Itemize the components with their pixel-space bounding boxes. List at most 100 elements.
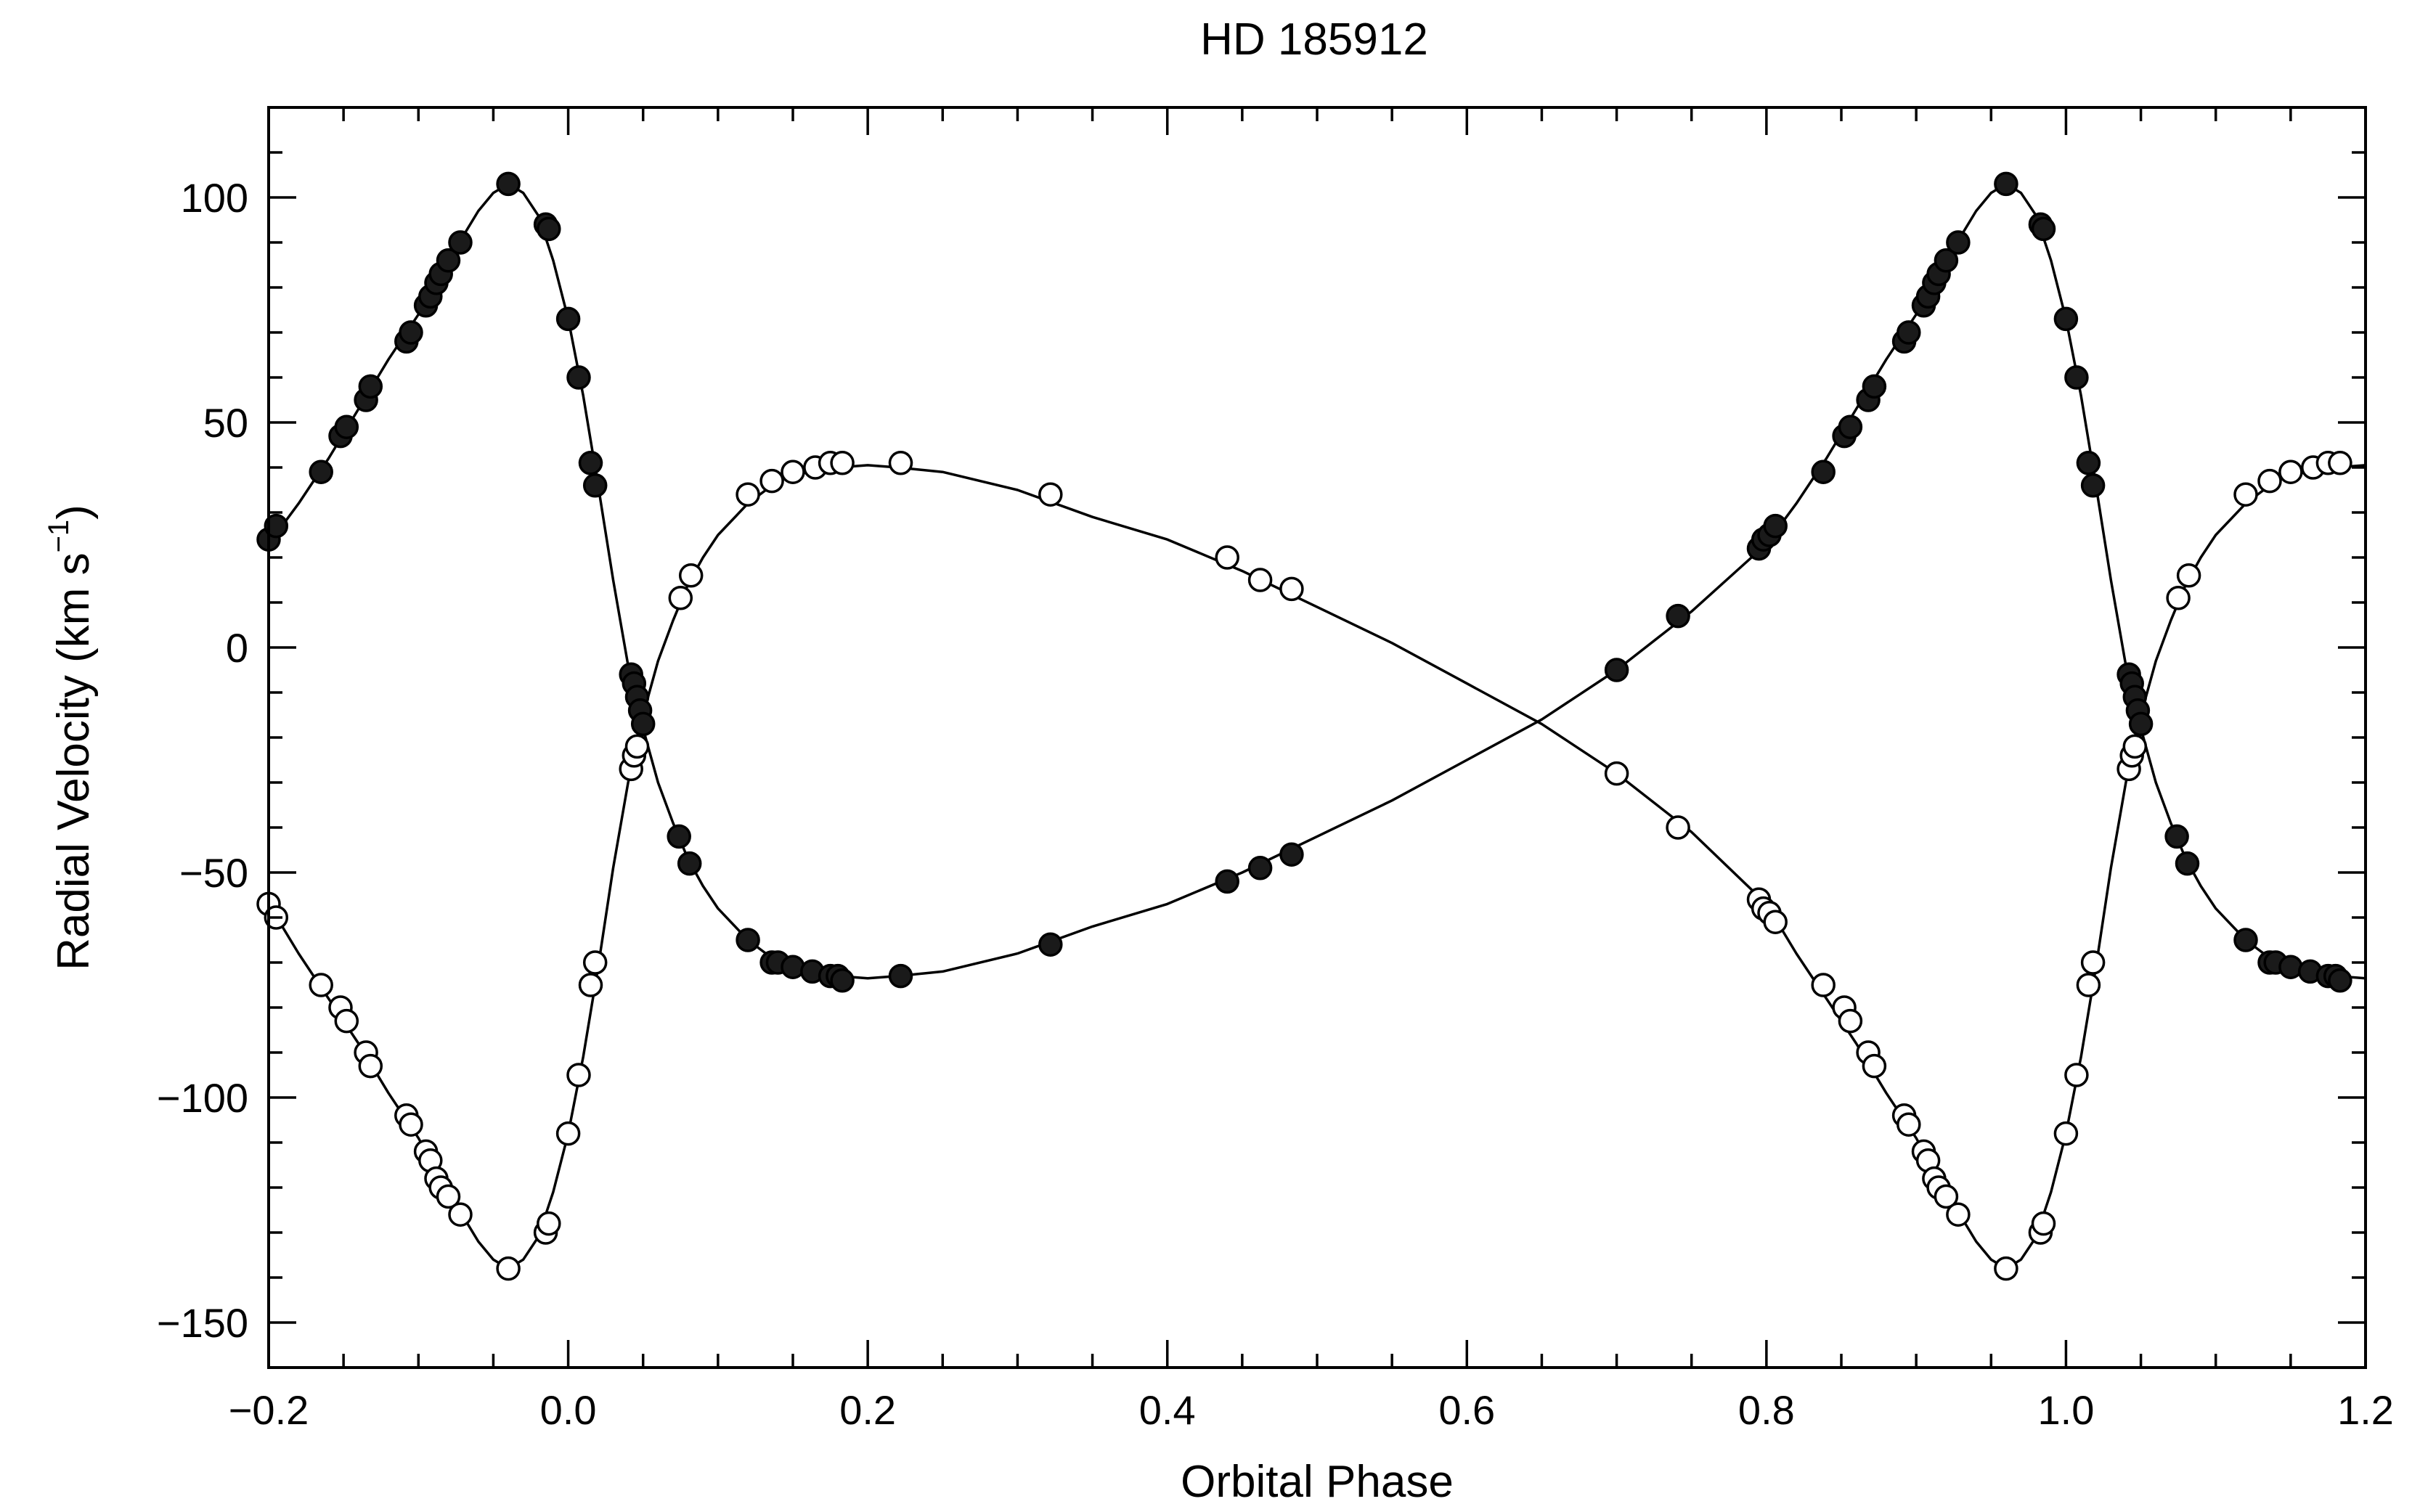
filled-point-15 bbox=[448, 230, 473, 255]
open-point-57 bbox=[1946, 1202, 1971, 1227]
open-point-25 bbox=[624, 734, 650, 759]
fit-curves bbox=[267, 182, 2366, 1270]
x-tick-label: 0.0 bbox=[540, 1387, 597, 1433]
filled-point-73 bbox=[2128, 711, 2154, 737]
y-axis-title: Radial Velocity (km s−1) bbox=[43, 504, 99, 970]
open-point-15 bbox=[448, 1202, 473, 1227]
filled-point-83 bbox=[2328, 968, 2352, 993]
open-point-26 bbox=[668, 586, 693, 610]
filled-point-28 bbox=[667, 824, 691, 849]
x-tick-label: 0.4 bbox=[1139, 1387, 1196, 1433]
filled-point-29 bbox=[677, 851, 702, 876]
open-point-7 bbox=[358, 1053, 383, 1079]
y-tick-label: −100 bbox=[157, 1075, 248, 1121]
filled-point-53 bbox=[1862, 374, 1887, 399]
open-point-71 bbox=[2257, 468, 2282, 494]
open-point-67 bbox=[2122, 734, 2148, 759]
filled-point-67 bbox=[2076, 451, 2101, 475]
open-point-20 bbox=[566, 1063, 591, 1087]
open-point-9 bbox=[399, 1112, 423, 1137]
open-point-68 bbox=[2166, 586, 2191, 610]
open-point-70 bbox=[2233, 482, 2258, 507]
open-point-19 bbox=[555, 1121, 581, 1146]
y-tick-label: −50 bbox=[179, 850, 248, 896]
open-point-22 bbox=[582, 950, 608, 975]
open-point-18 bbox=[537, 1211, 561, 1236]
filled-point-68 bbox=[2080, 473, 2106, 498]
filled-point-75 bbox=[2175, 851, 2200, 876]
data-points bbox=[256, 171, 2352, 1281]
filled-point-30 bbox=[736, 928, 760, 952]
filled-point-48 bbox=[1763, 513, 1788, 539]
open-point-40 bbox=[1666, 815, 1690, 840]
open-point-45 bbox=[1811, 973, 1836, 997]
open-point-58 bbox=[1994, 1256, 2018, 1281]
open-point-72 bbox=[2278, 459, 2303, 484]
filled-point-16 bbox=[496, 171, 521, 197]
open-point-36 bbox=[1215, 545, 1239, 570]
plot-frame bbox=[267, 106, 2367, 1369]
open-point-75 bbox=[2328, 451, 2352, 475]
filled-point-62 bbox=[1994, 171, 2018, 197]
open-point-14 bbox=[436, 1184, 461, 1209]
open-point-21 bbox=[578, 973, 603, 997]
open-point-44 bbox=[1763, 910, 1788, 934]
open-point-56 bbox=[1934, 1184, 1959, 1209]
x-tick-label: 0.2 bbox=[839, 1387, 896, 1433]
filled-point-79 bbox=[2278, 955, 2303, 979]
open-point-35 bbox=[1038, 482, 1063, 507]
filled-point-19 bbox=[555, 306, 581, 332]
chart-title: HD 185912 bbox=[1200, 15, 1428, 65]
filled-point-51 bbox=[1838, 414, 1863, 439]
open-point-3 bbox=[309, 973, 333, 997]
y-axis-title-main: Radial Velocity (km s bbox=[49, 552, 99, 970]
filled-point-65 bbox=[2053, 306, 2079, 332]
filled-point-20 bbox=[566, 365, 591, 390]
filled-point-18 bbox=[537, 216, 561, 242]
x-tick-label: 0.6 bbox=[1438, 1387, 1495, 1433]
fit-curve-2 bbox=[267, 464, 2366, 1270]
filled-point-76 bbox=[2233, 928, 2258, 952]
filled-point-5 bbox=[334, 414, 359, 439]
x-tick-label: 1.2 bbox=[2337, 1387, 2394, 1433]
y-tick-label: 100 bbox=[181, 175, 248, 221]
filled-point-40 bbox=[1215, 869, 1239, 894]
y-tick-label: −150 bbox=[157, 1300, 248, 1346]
fit-curve-1 bbox=[267, 182, 2366, 980]
filled-point-21 bbox=[578, 451, 603, 475]
open-point-51 bbox=[1897, 1112, 1921, 1137]
filled-point-41 bbox=[1247, 856, 1273, 880]
open-point-39 bbox=[1604, 761, 1629, 786]
open-point-29 bbox=[759, 468, 784, 494]
axis-ticks bbox=[267, 106, 2367, 1369]
open-point-30 bbox=[781, 459, 805, 484]
open-point-60 bbox=[2031, 1211, 2056, 1236]
open-point-63 bbox=[2076, 973, 2101, 997]
open-point-37 bbox=[1247, 568, 1273, 592]
open-point-27 bbox=[678, 563, 704, 588]
filled-point-61 bbox=[1946, 230, 1971, 255]
x-tick-label: 0.8 bbox=[1738, 1387, 1795, 1433]
filled-point-60 bbox=[1934, 248, 1959, 273]
filled-point-2 bbox=[264, 513, 289, 539]
y-tick-label: 50 bbox=[203, 400, 248, 446]
filled-point-64 bbox=[2031, 216, 2056, 242]
filled-point-9 bbox=[399, 320, 423, 345]
filled-point-42 bbox=[1279, 842, 1304, 867]
filled-point-49 bbox=[1811, 459, 1836, 484]
filled-point-44 bbox=[1666, 603, 1690, 629]
y-axis-title-close: ) bbox=[49, 504, 99, 520]
y-axis-title-sup: −1 bbox=[43, 520, 75, 553]
open-point-5 bbox=[334, 1008, 359, 1034]
open-point-34 bbox=[888, 451, 913, 475]
filled-point-38 bbox=[888, 963, 913, 989]
open-point-69 bbox=[2176, 563, 2201, 588]
filled-point-55 bbox=[1897, 320, 1921, 345]
open-point-16 bbox=[496, 1256, 521, 1281]
tick-labels: −0.2 0.0 0.2 0.4 0.6 0.8 1.0 1.2 −150 −100 −50 0 50 1… bbox=[157, 175, 2394, 1433]
x-tick-label: −0.2 bbox=[229, 1387, 309, 1433]
filled-point-39 bbox=[1038, 932, 1063, 957]
open-point-64 bbox=[2080, 950, 2106, 975]
filled-point-37 bbox=[830, 968, 855, 993]
